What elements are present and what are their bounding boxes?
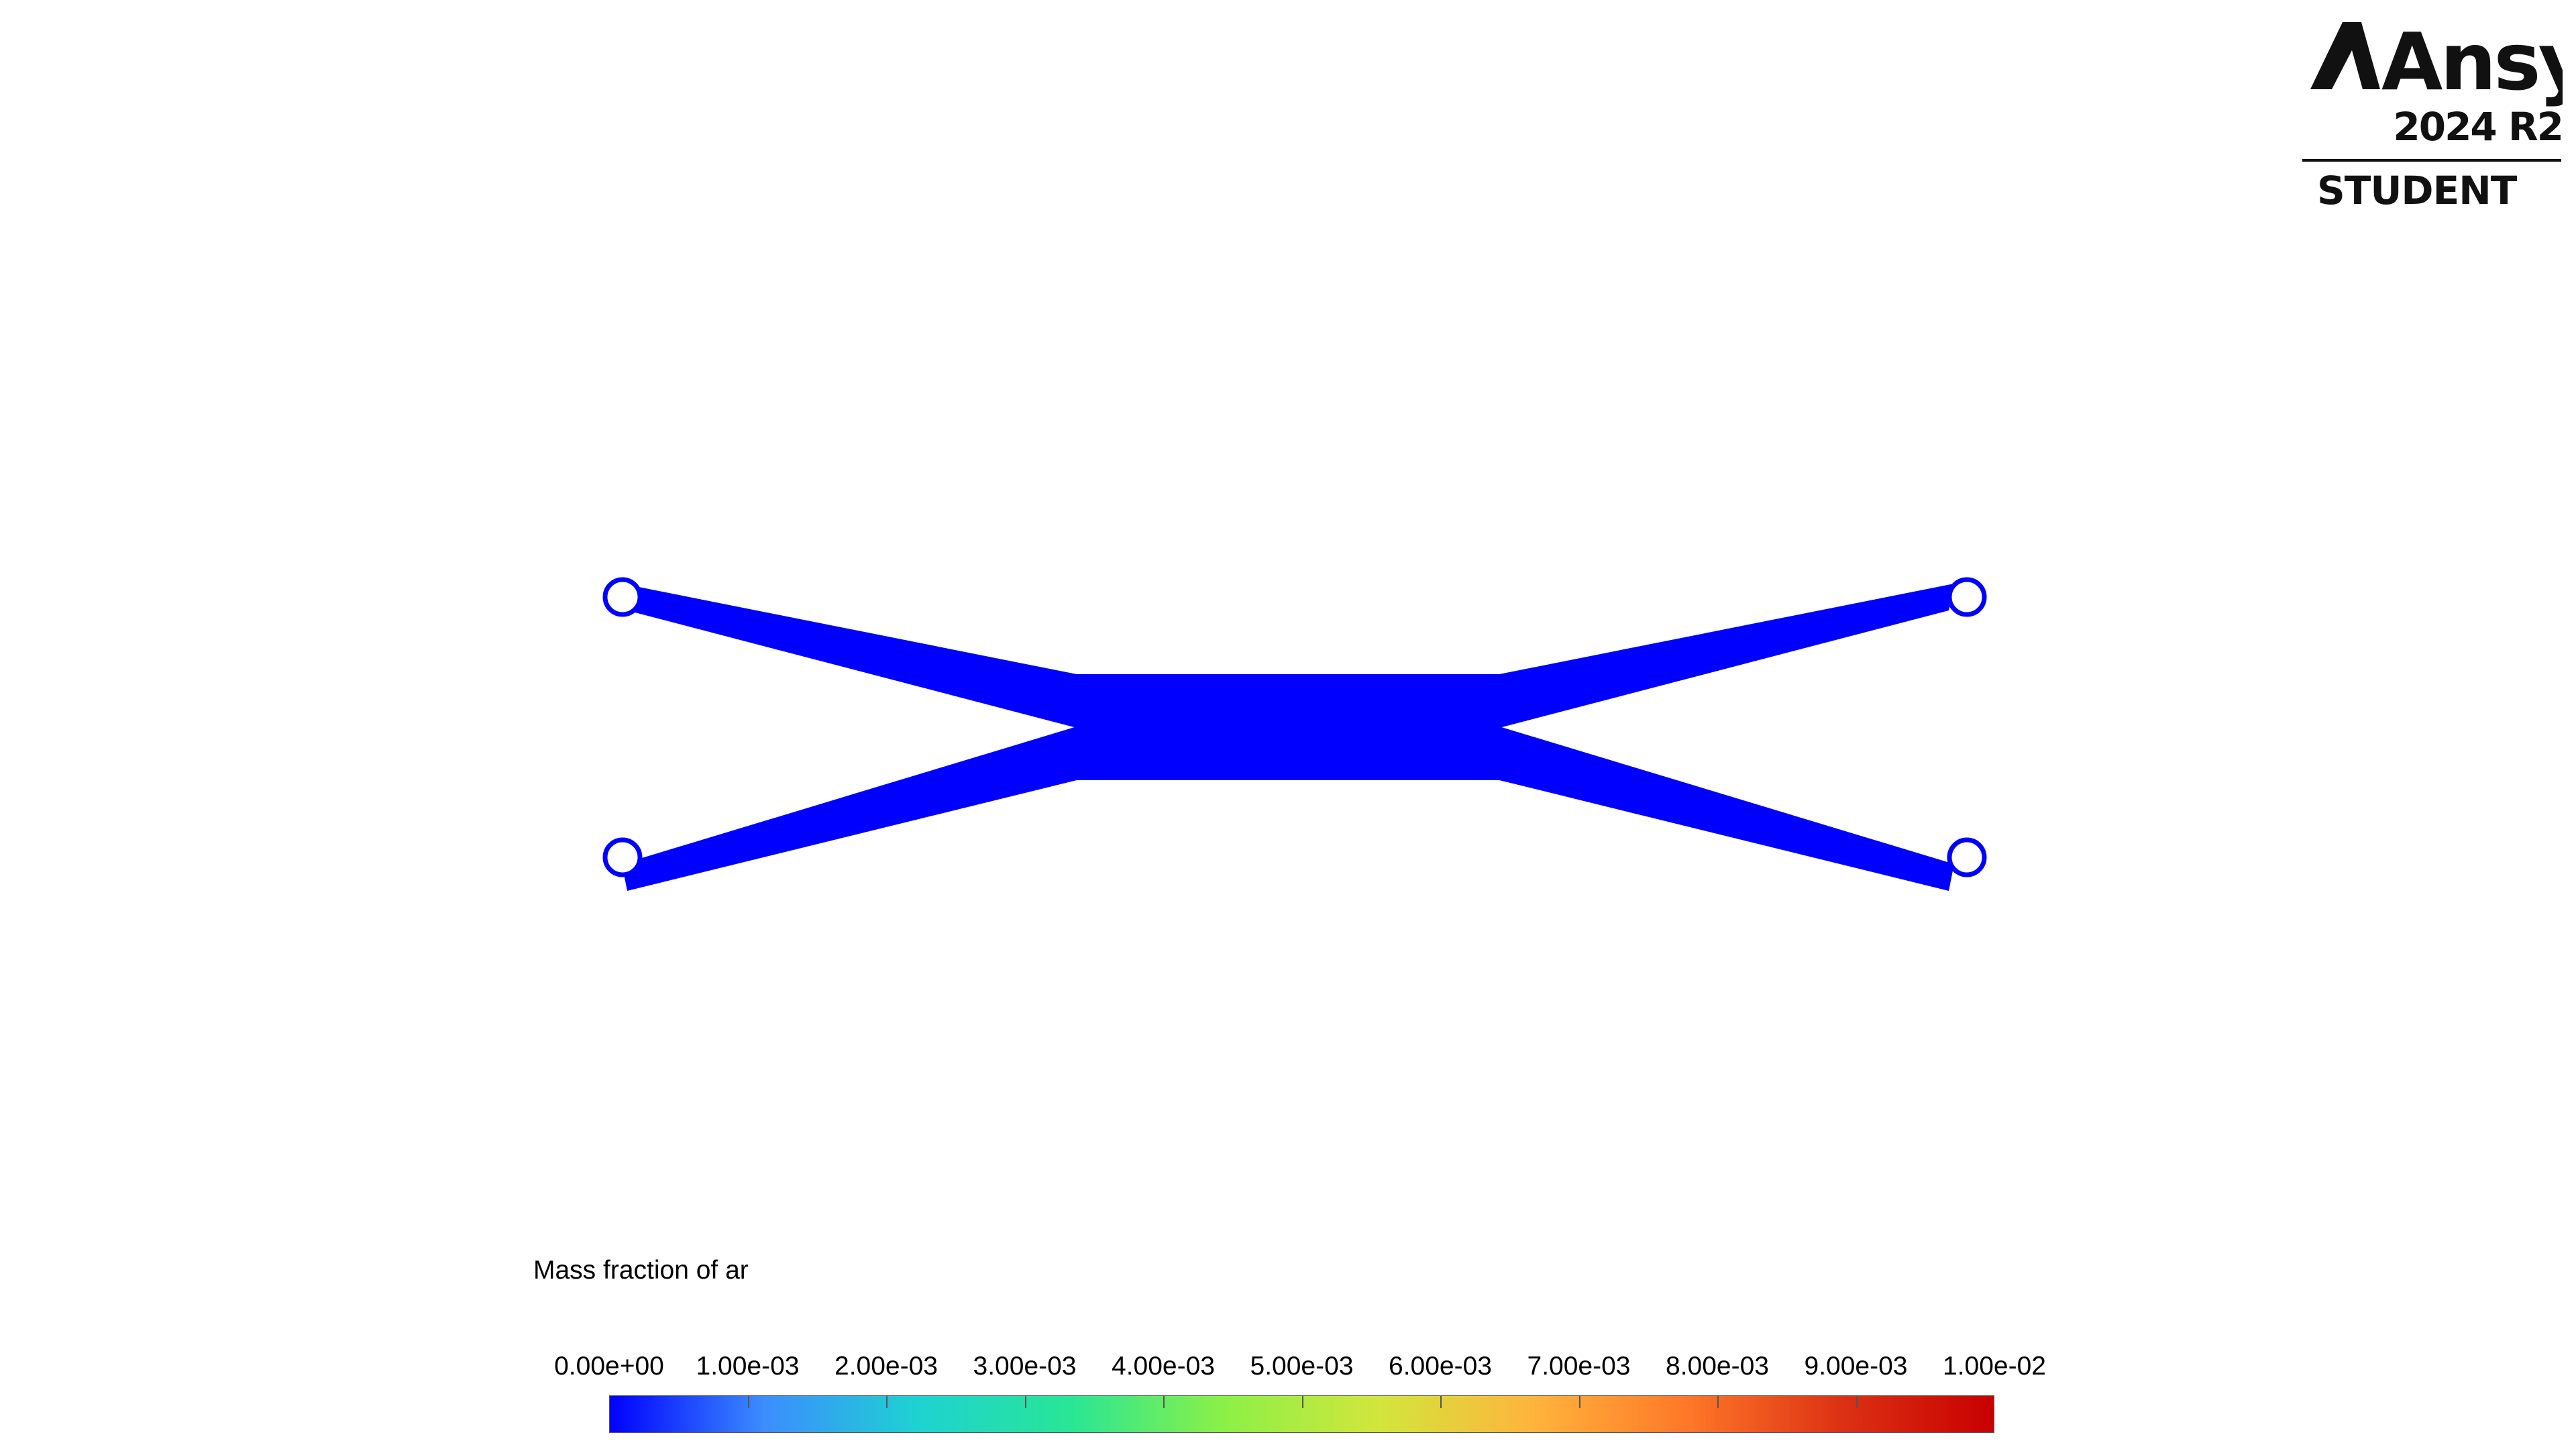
colorbar-tick-mark: [747, 1396, 749, 1408]
colorbar-tick-mark: [1578, 1396, 1580, 1408]
colorbar-tick-mark: [1301, 1396, 1303, 1408]
colorbar-tick-labels: 0.00e+00 1.00e-03 2.00e-03 3.00e-03 4.00e-03…: [0, 1352, 2576, 1385]
port-top-left-icon[interactable]: [602, 577, 643, 617]
channel-arm-bottom-left: [622, 727, 1077, 891]
ansys-a-chevron-icon: [2310, 22, 2380, 89]
channel-arm-top-left: [622, 584, 1077, 728]
colorbar-tick-label: 4.00e-03: [1112, 1352, 1215, 1381]
channel-arm-bottom-right: [1499, 727, 1954, 891]
colorbar-tick-mark: [1440, 1396, 1442, 1408]
logo-divider: [2302, 159, 2561, 162]
port-markers: [602, 577, 1987, 877]
colorbar-tick-mark: [1856, 1396, 1858, 1408]
colorbar-tick-label: 5.00e-03: [1250, 1352, 1354, 1381]
colorbar-tick-mark: [1717, 1396, 1719, 1408]
colorbar-tick-mark: [1024, 1396, 1026, 1408]
colorbar-tick-label: 9.00e-03: [1804, 1352, 1908, 1381]
colorbar-tick-label: 8.00e-03: [1666, 1352, 1769, 1381]
colorbar-tick-label: 3.00e-03: [973, 1352, 1077, 1381]
channel-central-section: [1077, 674, 1499, 780]
ansys-version: 2024 R2: [2393, 104, 2564, 150]
port-bottom-right-icon[interactable]: [1947, 837, 1987, 877]
colorbar-tick-mark: [1163, 1396, 1165, 1408]
ansys-wordmark: Ansys: [2310, 17, 2563, 108]
ansys-logo: Ansys 2024 R2 STUDENT: [2294, 17, 2564, 225]
port-bottom-left-icon[interactable]: [602, 837, 643, 877]
colorbar-tick-label: 7.00e-03: [1527, 1352, 1631, 1381]
colorbar-tick-label: 1.00e-02: [1943, 1352, 2046, 1381]
ansys-edition: STUDENT: [2317, 168, 2517, 213]
colorbar: [609, 1395, 1994, 1433]
legend-title: Mass fraction of ar: [533, 1256, 749, 1285]
colorbar-tick-label: 6.00e-03: [1389, 1352, 1492, 1381]
colorbar-tick-label: 2.00e-03: [835, 1352, 938, 1381]
x-channel-geometry: [622, 584, 1954, 891]
colorbar-tick-label: 1.00e-03: [696, 1352, 800, 1381]
channel-arm-top-right: [1499, 584, 1954, 728]
colorbar-tick-mark: [886, 1396, 888, 1408]
colorbar-tick-label: 0.00e+00: [554, 1352, 664, 1381]
ansys-brand-text: Ansys: [2381, 17, 2563, 108]
port-top-right-icon[interactable]: [1947, 577, 1987, 617]
